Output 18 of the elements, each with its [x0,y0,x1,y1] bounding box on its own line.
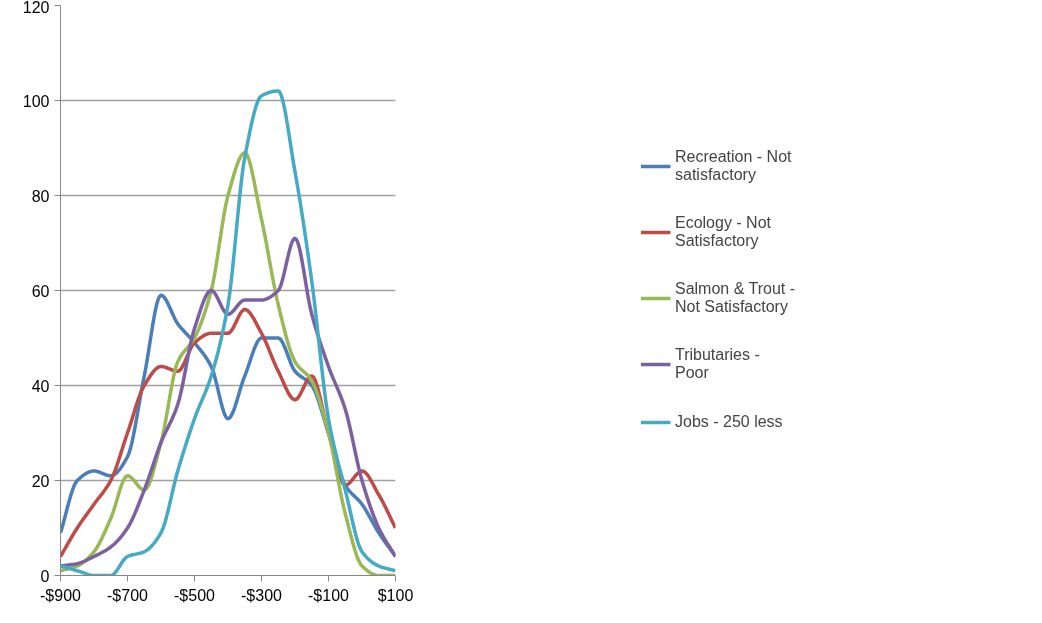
x-tick-label: -$100 [308,586,350,604]
y-tick-label: 80 [31,187,50,205]
legend-label: Tributaries - Poor [674,346,760,382]
y-tick-label: 120 [22,0,50,16]
legend-label: Salmon & Trout - Not Satisfactory [674,280,796,316]
x-tick-label: -$700 [107,586,149,604]
x-tick-label: $100 [377,586,414,604]
x-tick-label: -$300 [241,586,283,604]
legend-label: Jobs - 250 less [674,412,783,432]
x-tick-label: -$900 [40,586,82,604]
y-tick-label: 20 [31,472,50,490]
legend-label: Ecology - Not Satisfactory [674,214,772,250]
x-tick-label: -$500 [174,586,216,604]
y-tick-label: 100 [22,92,50,110]
y-tick-label: 60 [31,282,50,300]
y-tick-label: 40 [31,377,50,395]
y-tick-label: 0 [40,567,50,585]
legend-label: Recreation - Not satisfactory [674,148,792,184]
